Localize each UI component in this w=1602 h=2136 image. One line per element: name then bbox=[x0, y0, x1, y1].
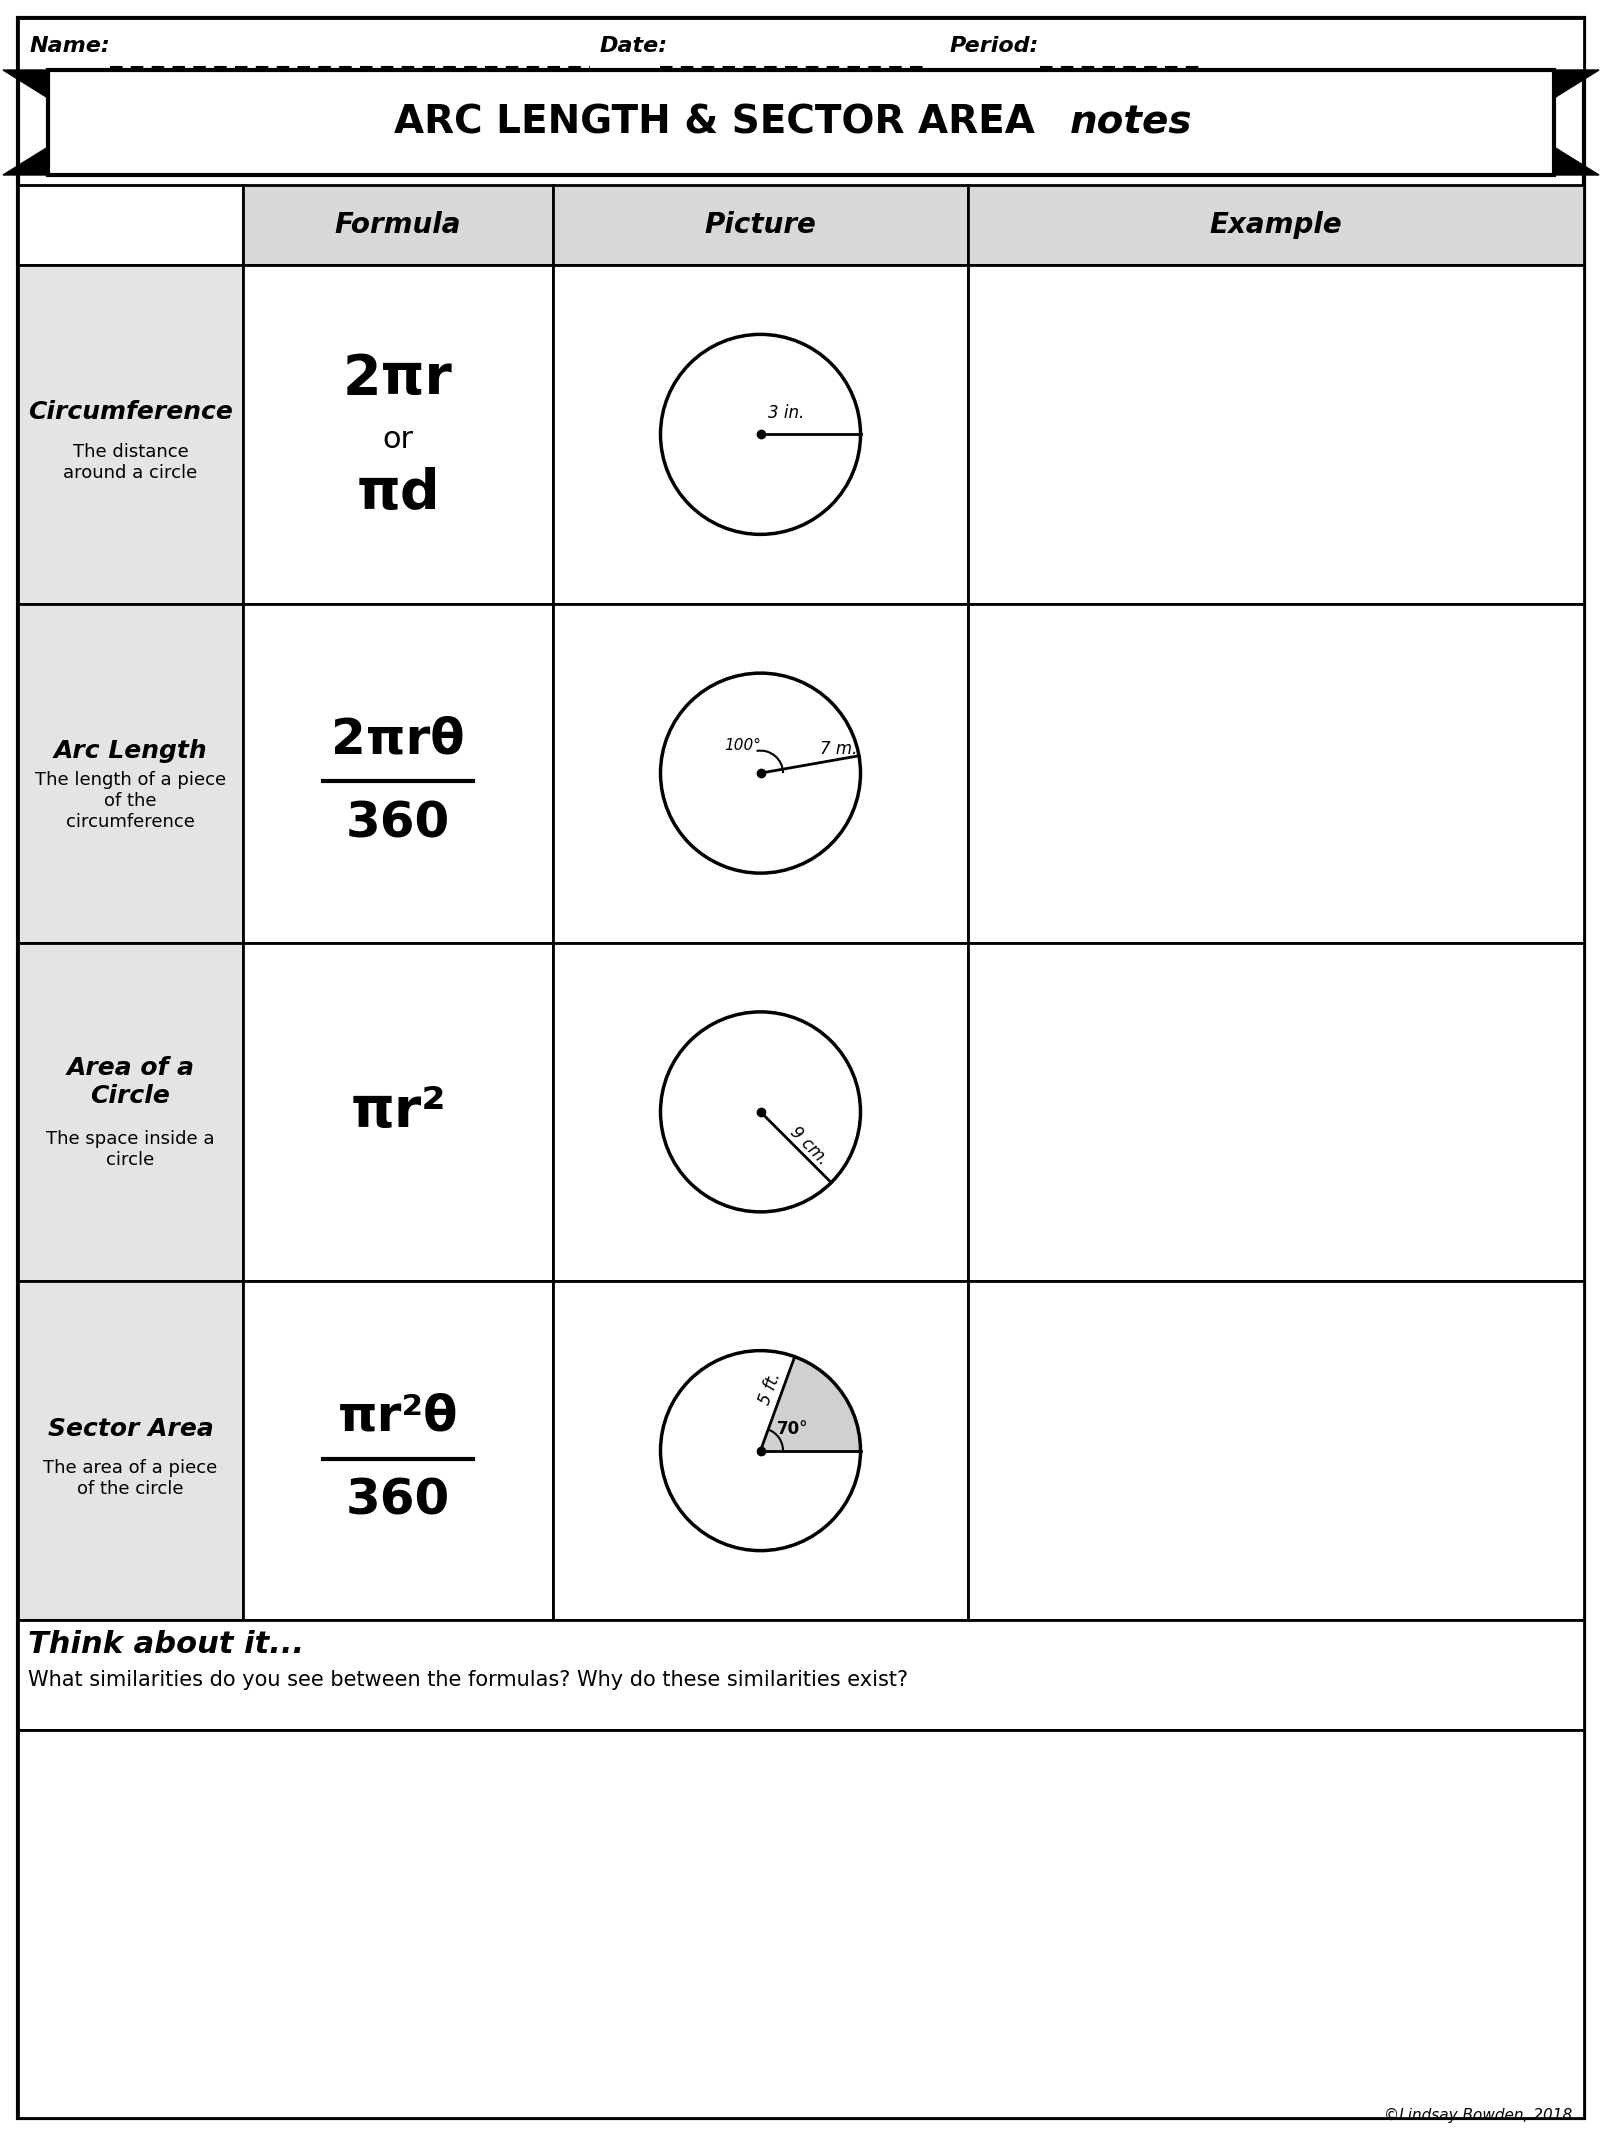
Bar bbox=[244, 265, 553, 604]
Bar bbox=[553, 186, 968, 265]
Bar bbox=[244, 1282, 553, 1619]
Text: notes: notes bbox=[1070, 103, 1192, 141]
Text: 3 in.: 3 in. bbox=[769, 404, 804, 423]
Text: The length of a piece
of the
circumference: The length of a piece of the circumferen… bbox=[35, 771, 226, 831]
Text: 100°: 100° bbox=[724, 737, 761, 752]
Bar bbox=[968, 186, 1584, 265]
Bar bbox=[18, 265, 244, 604]
Bar bbox=[18, 604, 244, 942]
Text: 2πr: 2πr bbox=[343, 352, 453, 406]
Bar bbox=[968, 1282, 1584, 1619]
Text: Example: Example bbox=[1210, 211, 1342, 239]
Text: 7 m.: 7 m. bbox=[820, 739, 857, 758]
Bar bbox=[18, 186, 244, 265]
Text: The area of a piece
of the circle: The area of a piece of the circle bbox=[43, 1459, 218, 1497]
Text: Formula: Formula bbox=[335, 211, 461, 239]
Text: Think about it...: Think about it... bbox=[27, 1630, 304, 1660]
Text: Picture: Picture bbox=[705, 211, 817, 239]
Bar bbox=[553, 1282, 968, 1619]
Text: 5 ft.: 5 ft. bbox=[756, 1369, 783, 1408]
Bar bbox=[48, 70, 1554, 175]
Text: The distance
around a circle: The distance around a circle bbox=[64, 442, 197, 483]
Bar bbox=[968, 265, 1584, 604]
Text: Area of a
Circle: Area of a Circle bbox=[67, 1055, 194, 1109]
Bar bbox=[18, 942, 244, 1282]
Text: Date:: Date: bbox=[601, 36, 668, 56]
Text: ARC LENGTH & SECTOR AREA: ARC LENGTH & SECTOR AREA bbox=[394, 103, 1048, 141]
Text: πr²θ: πr²θ bbox=[338, 1393, 458, 1440]
Text: 70°: 70° bbox=[777, 1420, 809, 1438]
Bar bbox=[18, 1619, 1584, 1730]
Text: What similarities do you see between the formulas? Why do these similarities exi: What similarities do you see between the… bbox=[27, 1670, 908, 1690]
Polygon shape bbox=[1554, 70, 1599, 98]
Text: πd: πd bbox=[356, 468, 441, 521]
Text: Sector Area: Sector Area bbox=[48, 1416, 213, 1440]
Text: 2πrθ: 2πrθ bbox=[332, 716, 465, 763]
Bar bbox=[18, 1730, 1584, 2119]
Bar bbox=[968, 942, 1584, 1282]
Text: Period:: Period: bbox=[950, 36, 1040, 56]
Bar bbox=[18, 1282, 244, 1619]
Bar bbox=[553, 604, 968, 942]
Bar bbox=[968, 604, 1584, 942]
Text: Circumference: Circumference bbox=[29, 399, 232, 425]
Polygon shape bbox=[3, 70, 48, 98]
Polygon shape bbox=[3, 147, 48, 175]
Text: 360: 360 bbox=[346, 1476, 450, 1525]
Text: 360: 360 bbox=[346, 799, 450, 848]
Bar bbox=[244, 186, 553, 265]
Text: Name:: Name: bbox=[30, 36, 111, 56]
Polygon shape bbox=[1554, 147, 1599, 175]
Bar bbox=[244, 604, 553, 942]
Bar bbox=[553, 942, 968, 1282]
Text: ©Lindsay Bowden, 2018: ©Lindsay Bowden, 2018 bbox=[1384, 2108, 1572, 2123]
Bar bbox=[553, 265, 968, 604]
Text: 9 cm.: 9 cm. bbox=[787, 1124, 831, 1168]
Bar bbox=[244, 942, 553, 1282]
Text: πr²: πr² bbox=[351, 1085, 445, 1138]
Text: Arc Length: Arc Length bbox=[54, 739, 207, 763]
Text: The space inside a
circle: The space inside a circle bbox=[46, 1130, 215, 1168]
Text: or: or bbox=[383, 425, 413, 453]
Bar bbox=[18, 17, 1584, 73]
Wedge shape bbox=[761, 1356, 860, 1450]
